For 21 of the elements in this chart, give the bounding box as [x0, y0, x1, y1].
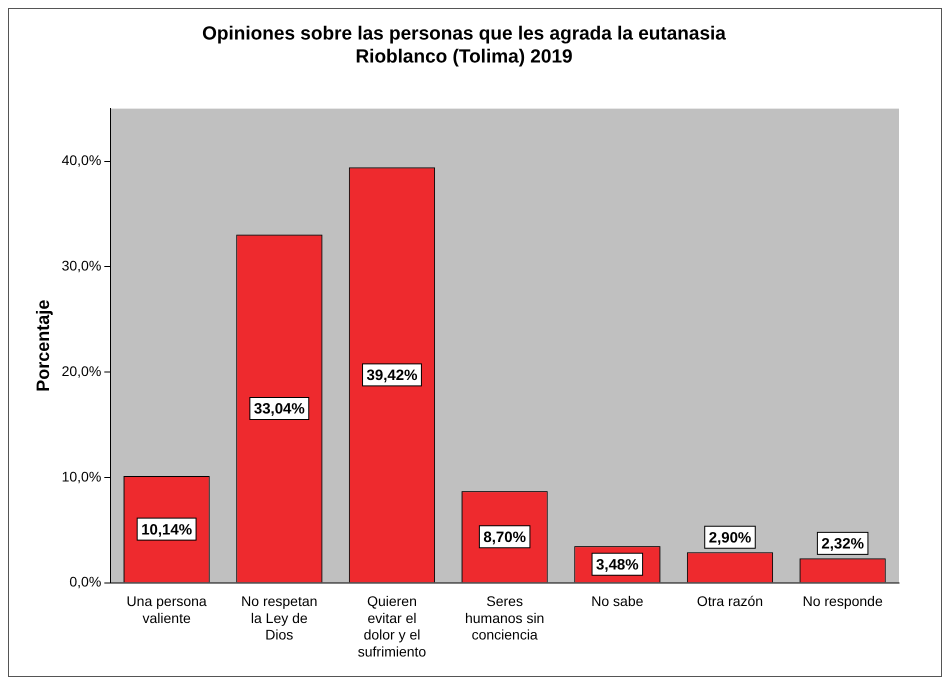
data-label: 33,04%: [254, 400, 305, 418]
y-axis-title: Porcentaje: [32, 300, 53, 392]
data-label: 2,90%: [708, 529, 752, 546]
data-label: 10,14%: [141, 521, 192, 538]
y-tick-label: 10,0%: [62, 468, 102, 484]
x-tick-label: No sabe: [591, 593, 644, 610]
x-tick-label: Seres humanos sin conciencia: [464, 593, 544, 643]
y-tick-label: 40,0%: [62, 152, 102, 168]
data-label: 3,48%: [596, 556, 639, 574]
data-label: 8,70%: [483, 528, 526, 546]
x-tick-label: Quieren evitar el dolor y el sufrimiento: [358, 593, 426, 660]
data-label: 2,32%: [821, 535, 864, 552]
y-tick-label: 0,0%: [69, 574, 102, 590]
y-tick-label: 30,0%: [62, 258, 102, 274]
x-tick-label: Una persona valiente: [126, 593, 207, 626]
x-tick-label: No respetan la Ley de Dios: [241, 593, 318, 643]
x-tick-label: No responde: [802, 593, 883, 610]
data-label: 39,42%: [366, 366, 418, 384]
x-tick-label: Otra razón: [696, 593, 764, 610]
chart-title: Opiniones sobre las personas que les agrada la eutanasia Rioblanco (Tolima) 2019: [202, 24, 726, 68]
y-tick-label: 20,0%: [62, 362, 102, 379]
